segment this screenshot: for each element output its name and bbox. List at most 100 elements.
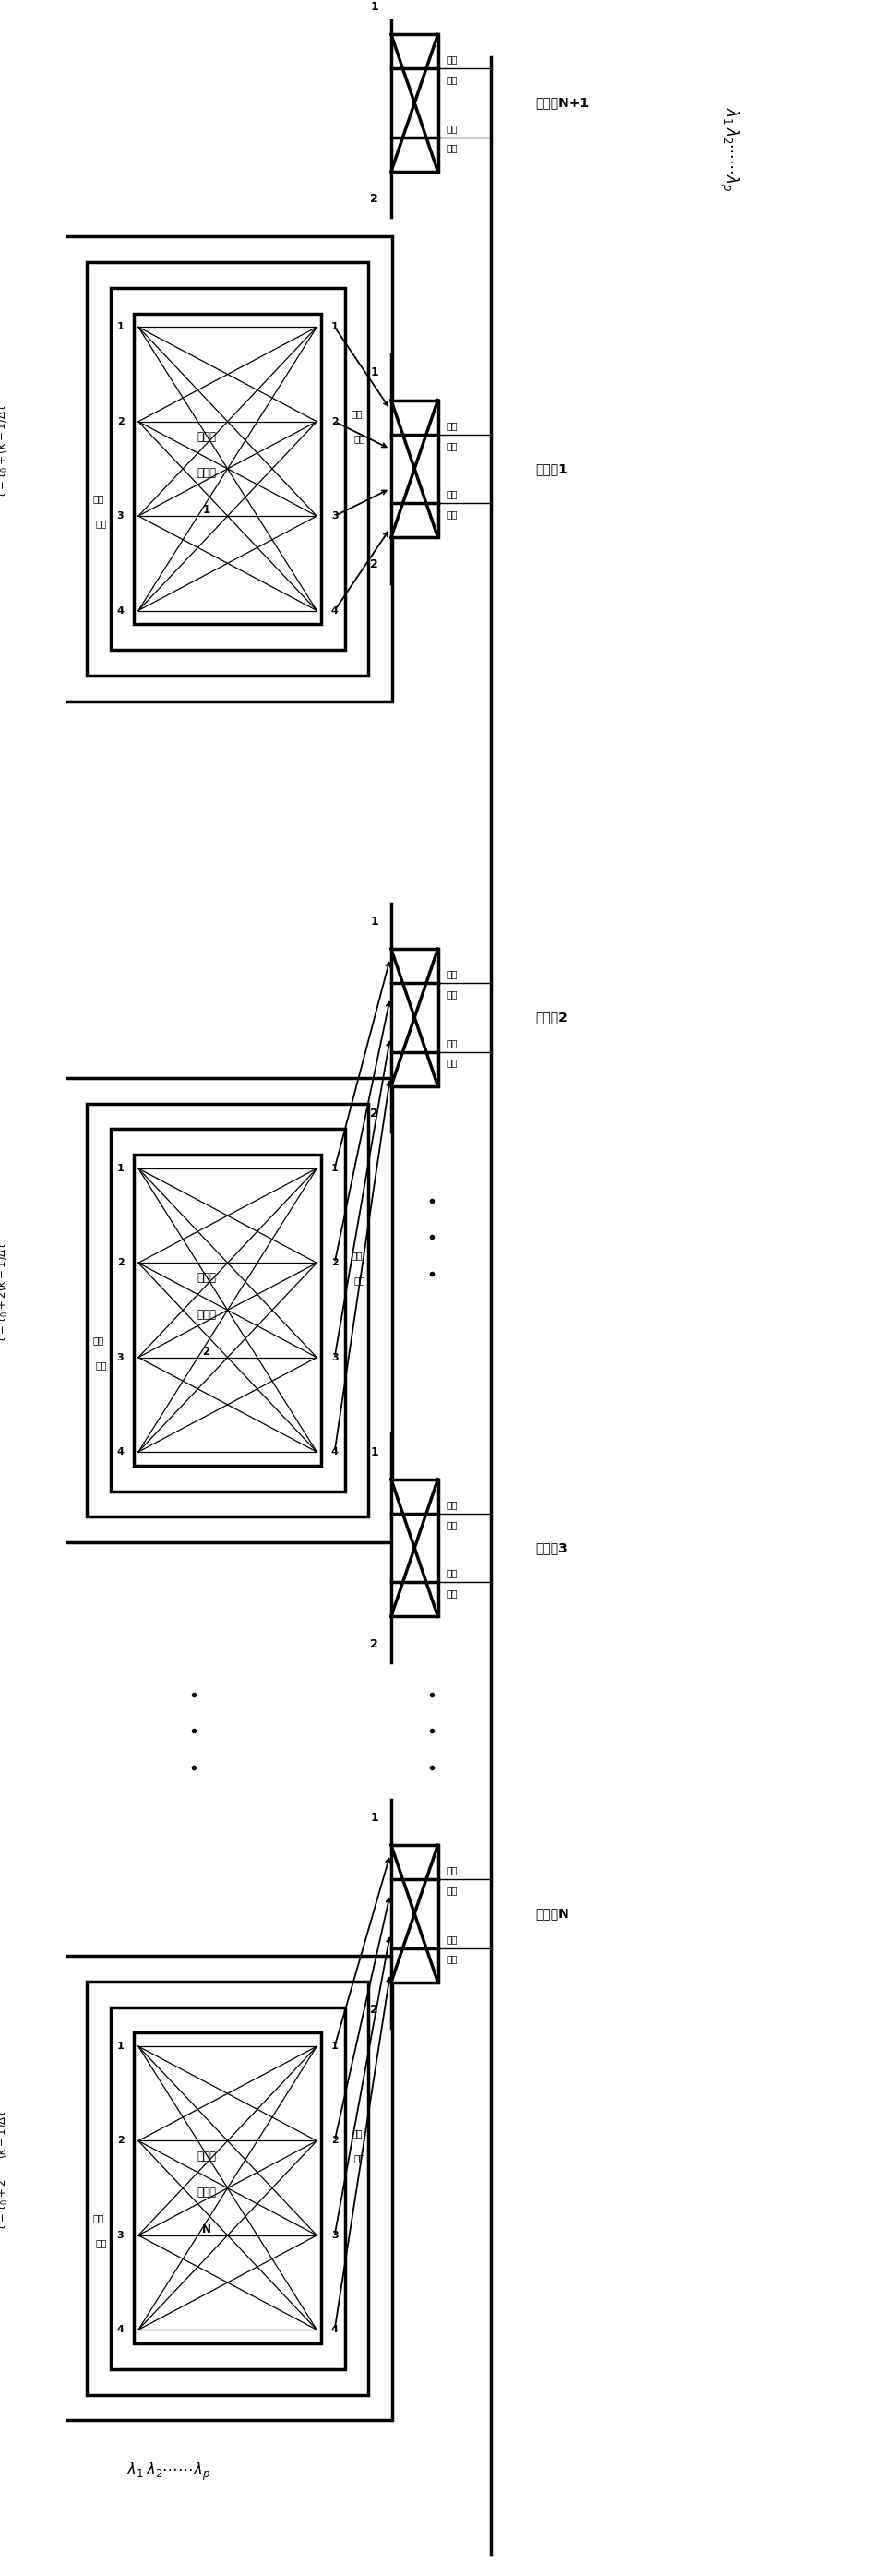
Text: 3: 3: [117, 1352, 124, 1363]
Text: 输出: 输出: [446, 969, 458, 979]
Text: 1: 1: [117, 2043, 124, 2050]
Text: 端口: 端口: [95, 520, 107, 528]
Text: 端口: 端口: [95, 1360, 107, 1370]
Text: 输入: 输入: [446, 1038, 458, 1048]
Text: 光开关2: 光开关2: [536, 1010, 568, 1025]
Text: 输入: 输入: [446, 1935, 458, 1942]
Text: 输出: 输出: [351, 2128, 362, 2138]
Text: 2: 2: [370, 193, 378, 206]
Text: 3: 3: [117, 2231, 124, 2241]
Bar: [134, 314, 321, 623]
Text: 1: 1: [370, 1811, 378, 1824]
Text: 1: 1: [117, 322, 124, 332]
Text: 光开关1: 光开关1: [536, 461, 568, 477]
Text: 端口: 端口: [95, 2239, 107, 2246]
Text: 端口: 端口: [446, 144, 458, 152]
Text: $\lambda_1\,\lambda_2\cdots\cdots\lambda_p$: $\lambda_1\,\lambda_2\cdots\cdots\lambda…: [718, 106, 740, 191]
Text: 2: 2: [331, 1257, 339, 1267]
Text: 输出: 输出: [446, 1865, 458, 1875]
Text: 1: 1: [331, 322, 339, 332]
Text: 端口: 端口: [354, 433, 365, 443]
Text: 端口: 端口: [446, 1520, 458, 1530]
Text: 2: 2: [331, 2136, 339, 2146]
Bar: [87, 1981, 369, 2396]
Text: 4: 4: [331, 1448, 339, 1455]
Text: 4: 4: [117, 605, 124, 616]
Text: 阵列波: 阵列波: [196, 430, 216, 443]
Text: 1: 1: [370, 366, 378, 379]
Text: 输入: 输入: [93, 2213, 104, 2223]
Text: 3: 3: [332, 1352, 339, 1363]
Text: 1: 1: [331, 1164, 339, 1172]
Text: N: N: [202, 2223, 211, 2236]
Bar: [110, 2007, 345, 2370]
Text: $\tau = \tau_0 + (k-1)\Delta\tau$: $\tau = \tau_0 + (k-1)\Delta\tau$: [0, 402, 10, 497]
Bar: [87, 1103, 369, 1517]
Text: 2: 2: [117, 1257, 124, 1267]
Text: 端口: 端口: [354, 2154, 365, 2161]
Bar: [391, 33, 438, 173]
Text: 端口: 端口: [354, 1275, 365, 1285]
Text: 输出: 输出: [351, 1252, 362, 1260]
Text: 阵列波: 阵列波: [196, 2151, 216, 2161]
Text: 3: 3: [332, 2231, 339, 2241]
Text: 输出: 输出: [446, 54, 458, 64]
Bar: [63, 1077, 392, 1543]
Text: 1: 1: [331, 2043, 339, 2050]
Bar: [134, 2032, 321, 2344]
Text: 光开关3: 光开关3: [536, 1540, 568, 1553]
Text: 端口: 端口: [446, 440, 458, 451]
Text: 3: 3: [332, 513, 339, 520]
Text: $\lambda_1\,\lambda_2\cdots\cdots\lambda_p$: $\lambda_1\,\lambda_2\cdots\cdots\lambda…: [126, 2460, 210, 2483]
Bar: [391, 1844, 438, 1984]
Text: 端口: 端口: [446, 75, 458, 85]
Text: 2: 2: [370, 2004, 378, 2017]
Bar: [110, 289, 345, 649]
Text: 1: 1: [370, 1445, 378, 1458]
Text: 端口: 端口: [446, 510, 458, 518]
Text: 2: 2: [370, 1108, 378, 1121]
Text: 输入: 输入: [446, 489, 458, 500]
Text: $\tau = \tau_0 + 2^{N-1}(k-1)\Delta\tau$: $\tau = \tau_0 + 2^{N-1}(k-1)\Delta\tau$: [0, 2107, 11, 2231]
Text: 阵列波: 阵列波: [196, 1273, 216, 1285]
Bar: [134, 1154, 321, 1466]
Text: 2: 2: [370, 559, 378, 572]
Text: 输出: 输出: [446, 420, 458, 430]
Text: 输入: 输入: [446, 1569, 458, 1577]
Text: 2: 2: [117, 417, 124, 425]
Text: 4: 4: [117, 2326, 124, 2334]
Bar: [63, 237, 392, 701]
Text: 端口: 端口: [446, 1886, 458, 1896]
Text: 3: 3: [117, 513, 124, 520]
Text: 输入: 输入: [93, 1337, 104, 1345]
Text: 输出: 输出: [351, 410, 362, 417]
Text: 1: 1: [202, 505, 210, 515]
Text: 导光栅: 导光栅: [196, 1309, 216, 1321]
Text: 2: 2: [370, 1638, 378, 1651]
Text: 光开关N+1: 光开关N+1: [536, 95, 590, 108]
Text: 导光栅: 导光栅: [196, 2187, 216, 2200]
Text: 输入: 输入: [446, 124, 458, 134]
Text: 2: 2: [202, 1345, 210, 1358]
Text: 端口: 端口: [446, 1059, 458, 1066]
Bar: [391, 399, 438, 538]
Text: 4: 4: [117, 1448, 124, 1455]
Text: 1: 1: [117, 1164, 124, 1172]
Text: 4: 4: [331, 2326, 339, 2334]
Text: 1: 1: [370, 914, 378, 927]
Text: 导光栅: 导光栅: [196, 466, 216, 479]
Bar: [87, 263, 369, 675]
Text: 光开关N: 光开关N: [536, 1906, 569, 1919]
Text: 端口: 端口: [446, 1589, 458, 1597]
Text: $\tau = \tau_0 + 2(k-1)\Delta\tau$: $\tau = \tau_0 + 2(k-1)\Delta\tau$: [0, 1242, 10, 1342]
Text: 2: 2: [117, 2136, 124, 2146]
Bar: [110, 1128, 345, 1492]
Bar: [391, 948, 438, 1087]
Text: 1: 1: [370, 0, 378, 13]
Text: 端口: 端口: [446, 989, 458, 999]
Text: 输出: 输出: [446, 1499, 458, 1510]
Bar: [391, 1479, 438, 1618]
Text: 2: 2: [331, 417, 339, 425]
Text: 端口: 端口: [446, 1955, 458, 1963]
Bar: [63, 1955, 392, 2421]
